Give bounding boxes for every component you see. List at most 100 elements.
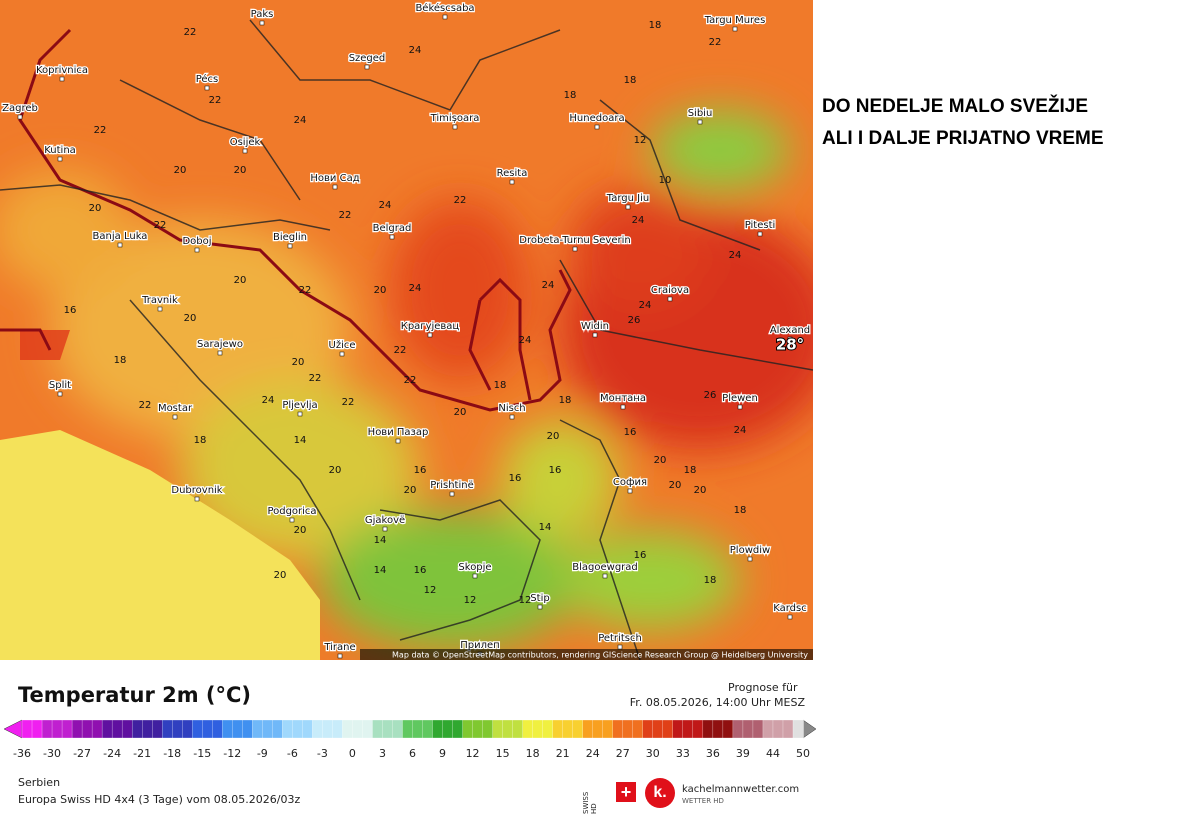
city-dot [57,391,63,397]
colorbar-tick-label: 9 [439,747,446,760]
temperature: 20 [374,285,387,296]
colorbar-segment [632,719,644,739]
temperature: 18 [194,435,207,446]
city-dot [172,414,178,420]
colorbar-segment [522,719,534,739]
temperature: 18 [494,380,507,391]
colorbar-segment [712,719,724,739]
city-label: Pécs [196,73,219,85]
city-label: Targu Jiu [606,193,649,204]
city-dot [217,350,223,356]
temperature: 18 [704,575,717,586]
city-dot [594,124,600,130]
temperature: 20 [547,431,560,442]
city-dot [242,148,248,154]
colorbar-segment [502,719,514,739]
city-label: Mostar [158,403,193,414]
colorbar-segment [532,719,544,739]
city-dot [620,404,626,410]
temperature: 22 [139,400,152,411]
city-label: Resita [497,168,528,179]
temperature: 18 [114,355,127,366]
temperature: 22 [342,397,355,408]
colorbar-segment [262,719,273,739]
city-label: Banja Luka [93,231,148,242]
colorbar-segment [682,719,694,739]
city-dot [472,573,478,579]
colorbar-segment [242,719,253,739]
colorbar-segment [282,719,293,739]
colorbar-segment [452,719,464,739]
temperature: 12 [519,595,532,606]
colorbar-segment [51,719,63,739]
colorbar-segment [162,719,173,739]
colorbar-segment [792,719,804,739]
temperature: 22 [209,95,222,106]
temperature: 24 [632,215,645,226]
brand-sub: WETTER HD [682,797,724,805]
city-label: Split [49,380,71,391]
city-label: Gjakovë [365,515,405,526]
temperature: 18 [564,90,577,101]
city-label: Прилеп [460,640,499,651]
temperature: 22 [184,27,197,38]
city-label: Drobeta-Turnu Severin [519,235,630,246]
city-dot [157,306,163,312]
colorbar-segment [722,719,734,739]
colorbar-segment [352,719,364,739]
city-dot [339,351,345,357]
city-dot [602,573,608,579]
forecast-time: Fr. 08.05.2026, 14:00 Uhr MESZ [629,696,805,709]
colorbar-segment [412,719,424,739]
temperature: 16 [549,465,562,476]
city-label: Blagoewgrad [572,562,638,573]
colorbar-segment [782,719,794,739]
colorbar-tick-label: -9 [257,747,268,760]
temperature: 24 [734,425,747,436]
colorbar-segment [742,719,754,739]
colorbar-segment [372,719,384,739]
city-dot [427,332,433,338]
temperature: 24 [729,250,742,261]
colorbar-tick-label: 36 [706,747,720,760]
colorbar-segment [602,719,614,739]
temperature: 20 [669,480,682,491]
city-label: Belgrad [373,223,412,234]
city-label: Targu Mures [704,15,766,26]
colorbar-segment [41,719,53,739]
city-label: Prishtinë [430,480,473,491]
colorbar-segment [172,719,183,739]
city-dot [592,332,598,338]
city-dot [537,604,543,610]
temperature: 20 [329,465,342,476]
colorbar-segment [332,719,344,739]
colorbar-segment [592,719,604,739]
city-label: Podgorica [267,506,316,517]
colorbar-tick-label: -21 [133,747,151,760]
colorbar-segment [142,719,153,739]
colorbar-tick-label: -3 [317,747,328,760]
region: Serbien [18,776,61,789]
max-temperature: 28° [776,336,804,354]
colorbar-segment [662,719,674,739]
colorbar-tick-label: 12 [466,747,480,760]
colorbar-tick-label: 15 [496,747,510,760]
colorbar-segment [552,719,564,739]
colorbar-tick-label: 44 [766,747,780,760]
colorbar-tick-label: 24 [586,747,600,760]
city-dot [509,179,515,185]
colorbar-tick-label: 18 [526,747,540,760]
temperature: 24 [294,115,307,126]
temperature: 26 [704,390,717,401]
city-label: Užice [329,339,356,351]
city-dot [757,231,763,237]
colorbar-segment [111,719,123,739]
colorbar-tick-label: 27 [616,747,630,760]
city-label: Sarajewo [197,339,243,350]
swiss-flag: + [616,782,636,802]
city-dot [364,64,370,70]
colorbar-segment [382,719,394,739]
colorbar-segment [152,719,163,739]
city-dot [747,556,753,562]
